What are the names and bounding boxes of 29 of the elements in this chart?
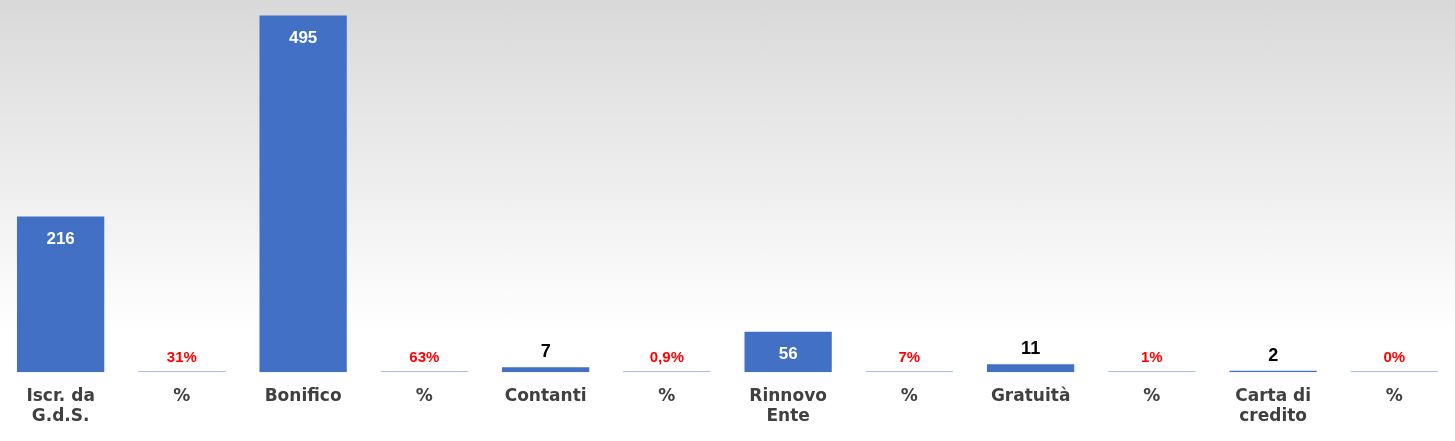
x-tick-label: Contanti — [504, 384, 587, 405]
data-label: 495 — [288, 27, 318, 47]
bar — [986, 364, 1075, 373]
data-label: 11 — [1021, 338, 1041, 359]
x-tick-label: % — [1385, 384, 1403, 405]
data-label: 1% — [1141, 347, 1163, 365]
x-tick-label: Bonifico — [264, 384, 342, 405]
data-label: 7 — [540, 341, 551, 362]
data-label: 7% — [898, 347, 921, 365]
data-label: 56 — [778, 344, 798, 364]
x-tick-label: Carta di credito — [1235, 384, 1312, 426]
x-tick-label: Gratuità — [990, 384, 1071, 405]
data-label: 31% — [166, 347, 197, 365]
bar — [259, 15, 347, 373]
bar — [501, 367, 590, 373]
x-tick-label: % — [1143, 384, 1161, 405]
x-tick-label: Iscr. da G.d.S. — [26, 384, 95, 426]
data-label: 63% — [409, 347, 440, 365]
x-tick-label: Rinnovo Ente — [749, 384, 827, 426]
bar — [744, 331, 832, 373]
data-label: 0% — [1383, 347, 1406, 365]
data-label: 0,9% — [649, 347, 684, 365]
x-tick-label: % — [658, 384, 676, 405]
data-label: 2 — [1268, 344, 1279, 365]
x-tick-label: % — [900, 384, 918, 405]
x-tick-label: % — [173, 384, 191, 405]
bar — [16, 216, 105, 373]
data-label: 216 — [46, 228, 75, 248]
x-tick-label: % — [415, 384, 433, 405]
